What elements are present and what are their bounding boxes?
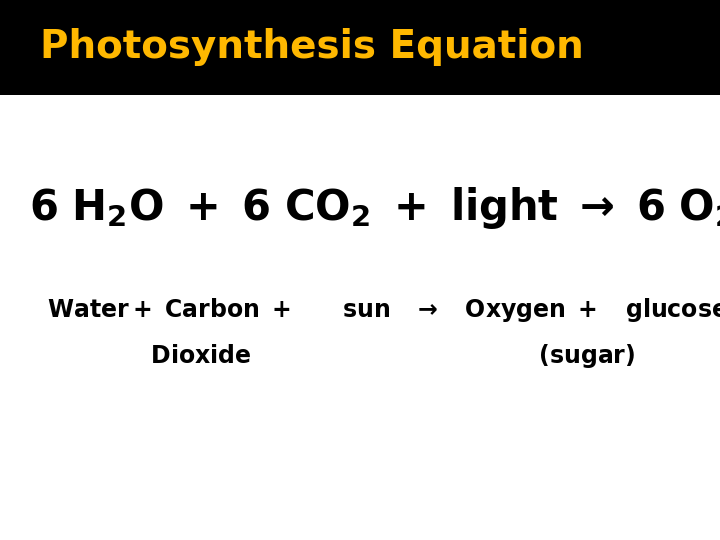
Text: $\mathbf{\qquad\qquad\enspace Dioxide \qquad\qquad\qquad\qquad\qquad\qquad\enspa: $\mathbf{\qquad\qquad\enspace Dioxide \q…	[47, 342, 635, 370]
Text: Photosynthesis Equation: Photosynthesis Equation	[40, 28, 583, 66]
Bar	[0, 0, 720, 94]
Text: $\mathbf{Water+\ Carbon\ +\qquad sun\quad \rightarrow \quad Oxygen\ +\quad gluco: $\mathbf{Water+\ Carbon\ +\qquad sun\qua…	[47, 296, 720, 325]
Text: $\mathbf{6\ H_2O\ +\ 6\ CO_2\ +\ light\ \rightarrow\ 6\ O_2\ +\ C_6H_{12}O_6}$: $\mathbf{6\ H_2O\ +\ 6\ CO_2\ +\ light\ …	[29, 185, 720, 231]
